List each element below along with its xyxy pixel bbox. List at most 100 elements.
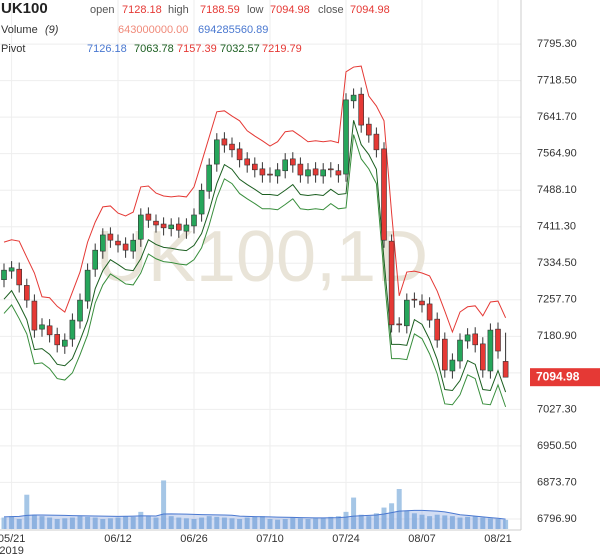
volume-bar	[1, 517, 7, 529]
candle-body	[191, 214, 197, 227]
volume-bar	[183, 518, 189, 529]
candle-body	[274, 169, 281, 177]
candle-body	[153, 220, 159, 226]
x-tick-label: 08/07	[408, 533, 436, 545]
candle-body	[16, 268, 23, 286]
y-tick-label: 7641.70	[537, 111, 577, 123]
volume-bar	[335, 516, 341, 529]
y-tick-label: 7488.10	[537, 184, 577, 196]
candle-body	[39, 324, 45, 330]
volume-bar	[297, 518, 303, 529]
volume-bar	[153, 517, 159, 529]
volume-bar	[290, 517, 296, 529]
volume-bar	[259, 516, 265, 529]
value: 7157.39	[177, 43, 217, 55]
value: 7219.79	[262, 43, 302, 55]
volume-ma-area	[4, 510, 506, 529]
volume-bar	[176, 517, 182, 529]
y-tick-label: 6796.90	[537, 513, 577, 525]
volume-bar	[252, 516, 258, 529]
volume-bar	[138, 511, 144, 529]
volume-ma-line	[3, 509, 506, 520]
y-tick-label: 7564.90	[537, 148, 577, 160]
candle-body	[46, 325, 53, 336]
candle-body	[464, 334, 471, 342]
volume-bar	[31, 514, 37, 529]
candle-body	[335, 170, 342, 176]
candle-body	[214, 139, 220, 165]
volume-bar	[24, 494, 30, 529]
volume-bar	[39, 516, 45, 529]
volume-bar	[54, 519, 60, 529]
volume-bar	[434, 514, 440, 529]
candle-body	[289, 158, 296, 166]
candle-body	[176, 223, 182, 231]
candle-body	[122, 243, 129, 251]
volume-pane	[1, 480, 509, 529]
volume-bar	[100, 519, 106, 529]
candle-body	[502, 361, 509, 378]
value: 7032.57	[220, 43, 260, 55]
volume-bar	[419, 514, 425, 529]
y-tick-label: 7411.30	[537, 221, 576, 233]
volume-bar	[449, 516, 455, 529]
value: 7094.98	[270, 4, 310, 16]
volume-bar	[404, 510, 410, 529]
candle-body	[495, 328, 501, 352]
x-tick-label: 07/24	[332, 533, 360, 545]
candle-body	[183, 224, 190, 232]
candle-body	[419, 300, 425, 306]
candle-body	[297, 163, 304, 176]
volume-bar	[472, 516, 478, 529]
candle-body	[23, 285, 30, 301]
candle-body	[84, 269, 91, 302]
candle-body	[403, 299, 410, 327]
price-tag	[530, 368, 600, 387]
volume-bar	[130, 516, 136, 529]
volume-bar	[244, 517, 250, 529]
pivot-line	[3, 134, 507, 408]
volume-bar	[282, 519, 288, 529]
volume-bar	[237, 519, 243, 529]
volume-bar	[457, 517, 463, 529]
y-tick-label: 7027.30	[537, 403, 577, 415]
candle-body	[320, 169, 327, 177]
y-tick-label: 6873.70	[537, 476, 577, 488]
candle-body	[305, 169, 311, 177]
candle-body	[282, 159, 289, 172]
volume-bar	[320, 517, 326, 529]
volume-bar	[427, 516, 433, 529]
candle-body	[441, 338, 448, 371]
candle-body	[479, 343, 486, 371]
x-year-label: 2019	[0, 545, 24, 557]
candle-body	[69, 319, 76, 340]
header: UK100 open 7128.18 high 7188.59 low 7094…	[1, 0, 390, 55]
value: 7126.18	[87, 43, 127, 55]
candle-body	[252, 163, 258, 171]
volume-bar	[62, 518, 68, 529]
candle-body	[54, 334, 61, 346]
label: (9)	[45, 24, 59, 36]
pivot-line	[3, 120, 507, 393]
volume-bar	[495, 519, 501, 529]
x-tick-label: 06/26	[180, 533, 208, 545]
candle-body	[229, 143, 235, 151]
volume-bar	[275, 519, 281, 529]
volume-bar	[161, 480, 167, 529]
volume-bar	[9, 516, 15, 529]
value: 7063.78	[134, 43, 174, 55]
volume-bar	[214, 516, 220, 529]
volume-bar	[69, 517, 75, 529]
value: 7188.59	[200, 4, 240, 16]
candle-body	[31, 300, 38, 331]
label: high	[168, 4, 189, 16]
candle-body	[312, 168, 319, 176]
x-tick-label: 06/12	[104, 533, 132, 545]
label: Volume	[1, 24, 38, 36]
axes: 6796.906873.706950.507027.307104.107180.…	[0, 38, 600, 557]
volume-bar	[480, 517, 486, 529]
volume-bar	[107, 518, 113, 529]
candle-body	[92, 249, 98, 270]
